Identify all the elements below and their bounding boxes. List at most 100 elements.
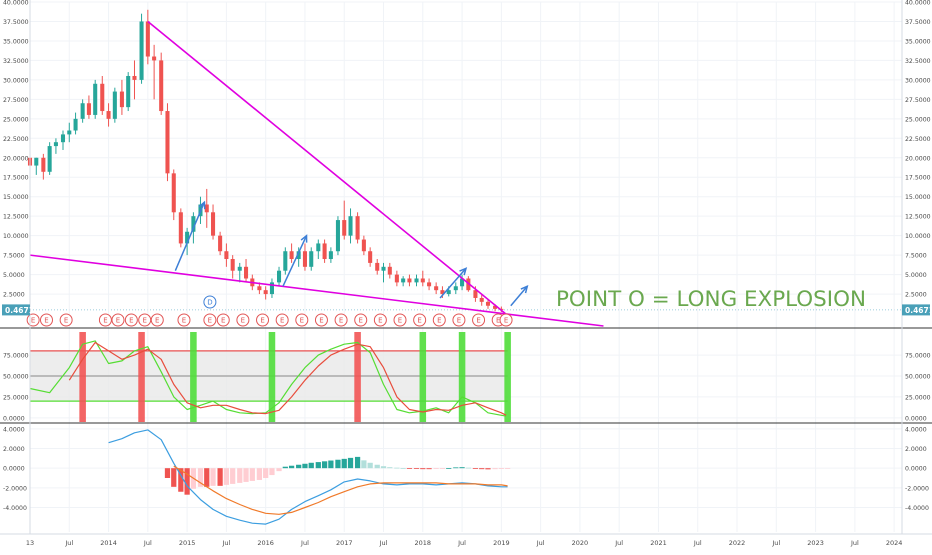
candle-body[interactable]: [355, 216, 360, 240]
candle-body[interactable]: [440, 290, 445, 295]
earnings-marker[interactable]: [124, 313, 138, 327]
candle-body[interactable]: [80, 103, 85, 119]
candle-body[interactable]: [348, 216, 353, 236]
earnings-marker[interactable]: [295, 313, 309, 327]
candle-body[interactable]: [211, 212, 216, 236]
candle-body[interactable]: [322, 243, 327, 260]
candle-body[interactable]: [309, 251, 314, 267]
earnings-marker[interactable]: [150, 313, 164, 327]
arrow-drawing[interactable]: [174, 201, 206, 271]
candle-body[interactable]: [316, 243, 321, 252]
earnings-marker[interactable]: [354, 313, 368, 327]
earnings-marker[interactable]: [275, 313, 289, 327]
earnings-marker[interactable]: [111, 313, 125, 327]
candle-body[interactable]: [230, 259, 235, 271]
candle-body[interactable]: [453, 286, 458, 291]
candle-body[interactable]: [493, 305, 498, 309]
candle-body[interactable]: [296, 251, 301, 260]
candle-body[interactable]: [34, 157, 39, 166]
candle-body[interactable]: [145, 21, 150, 57]
candle-body[interactable]: [394, 274, 399, 283]
candle-body[interactable]: [361, 239, 366, 252]
candle-body[interactable]: [159, 60, 164, 112]
candle-body[interactable]: [277, 270, 282, 283]
stochastic-d-line[interactable]: [68, 341, 507, 416]
earnings-marker[interactable]: [59, 313, 73, 327]
candle-body[interactable]: [218, 235, 223, 252]
candle-body[interactable]: [60, 134, 66, 143]
candle-body[interactable]: [289, 251, 294, 260]
candle-body[interactable]: [375, 262, 380, 271]
candle-body[interactable]: [263, 290, 268, 295]
annotation-text[interactable]: POINT O = LONG EXPLOSION: [556, 287, 866, 312]
candle-body[interactable]: [237, 266, 242, 271]
candle-body[interactable]: [132, 75, 137, 80]
candle-body[interactable]: [119, 91, 124, 108]
candle-body[interactable]: [73, 118, 78, 131]
earnings-marker[interactable]: [413, 313, 427, 327]
candle-body[interactable]: [342, 220, 347, 236]
earnings-marker[interactable]: [334, 313, 348, 327]
candle-body[interactable]: [126, 75, 131, 108]
candle-body[interactable]: [152, 56, 157, 61]
candle-body[interactable]: [479, 297, 484, 302]
candle-body[interactable]: [420, 278, 425, 283]
candle-body[interactable]: [401, 278, 406, 283]
candle-body[interactable]: [257, 286, 262, 291]
candle-body[interactable]: [414, 278, 419, 283]
candle-body[interactable]: [67, 130, 72, 135]
earnings-marker[interactable]: [256, 313, 270, 327]
candle-body[interactable]: [387, 266, 392, 275]
earnings-marker[interactable]: [216, 313, 230, 327]
candle-body[interactable]: [302, 251, 307, 267]
candle-body[interactable]: [204, 204, 209, 213]
earnings-marker[interactable]: [452, 313, 466, 327]
arrow-drawing[interactable]: [282, 235, 308, 287]
candle-body[interactable]: [185, 231, 190, 244]
candle-body[interactable]: [381, 266, 386, 271]
earnings-marker[interactable]: [236, 313, 250, 327]
trendline-descending-resistance[interactable]: [147, 20, 506, 315]
candle-body[interactable]: [165, 111, 170, 174]
earnings-marker[interactable]: [138, 313, 152, 327]
candle-body[interactable]: [53, 142, 58, 147]
candle-body[interactable]: [328, 251, 333, 260]
earnings-marker[interactable]: [472, 313, 486, 327]
candle-body[interactable]: [244, 266, 249, 279]
candle-body[interactable]: [269, 282, 274, 295]
candle-body[interactable]: [460, 278, 465, 287]
candle-body[interactable]: [224, 251, 229, 260]
dividend-marker[interactable]: [203, 295, 217, 309]
candle-body[interactable]: [139, 21, 144, 80]
earnings-marker[interactable]: [373, 313, 387, 327]
candle-body[interactable]: [106, 111, 111, 119]
candle-body[interactable]: [93, 83, 98, 115]
candle-body[interactable]: [178, 212, 183, 244]
stochastic-k-line[interactable]: [29, 340, 507, 417]
candle-body[interactable]: [407, 278, 412, 283]
earnings-marker[interactable]: [499, 313, 513, 327]
earnings-marker[interactable]: [203, 313, 217, 327]
candle-body[interactable]: [368, 251, 373, 263]
arrow-drawing[interactable]: [510, 285, 528, 307]
earnings-marker[interactable]: [39, 313, 53, 327]
candle-body[interactable]: [427, 282, 432, 287]
candle-body[interactable]: [47, 146, 52, 172]
candle-body[interactable]: [485, 301, 491, 306]
candle-body[interactable]: [446, 290, 451, 295]
candle-body[interactable]: [335, 220, 340, 252]
candle-body[interactable]: [283, 251, 288, 271]
earnings-marker[interactable]: [98, 313, 112, 327]
candle-body[interactable]: [473, 290, 478, 298]
candle-body[interactable]: [171, 173, 176, 213]
candle-body[interactable]: [41, 157, 46, 172]
candle-body[interactable]: [112, 91, 117, 119]
candle-body[interactable]: [100, 83, 105, 112]
candle-body[interactable]: [86, 103, 91, 115]
arrow-drawing[interactable]: [439, 267, 467, 299]
earnings-marker[interactable]: [432, 313, 446, 327]
candle-body[interactable]: [434, 286, 439, 291]
candle-body[interactable]: [191, 216, 196, 232]
earnings-marker[interactable]: [177, 313, 191, 327]
